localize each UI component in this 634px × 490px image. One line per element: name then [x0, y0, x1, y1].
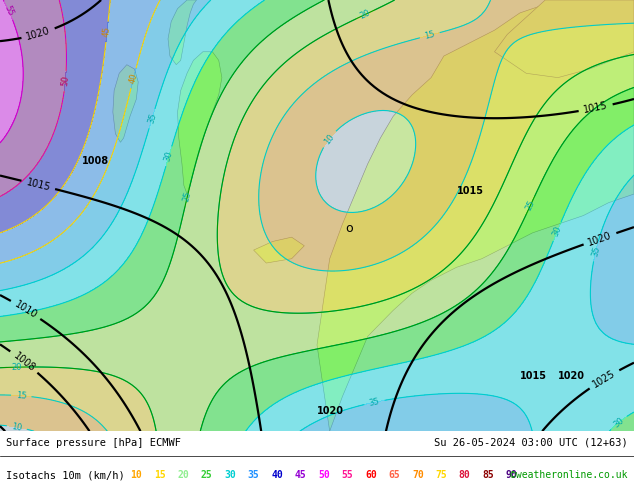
Text: 55: 55 [3, 4, 15, 17]
Text: 30: 30 [612, 416, 626, 429]
Text: 30: 30 [224, 470, 236, 480]
Text: 25: 25 [524, 199, 536, 212]
Text: 35: 35 [368, 397, 380, 408]
Text: 1020: 1020 [317, 406, 344, 416]
Text: 55: 55 [342, 470, 353, 480]
Text: 10: 10 [131, 470, 142, 480]
Text: 20: 20 [178, 470, 189, 480]
Text: 30: 30 [551, 225, 564, 238]
Text: 1020: 1020 [558, 371, 585, 381]
Polygon shape [254, 237, 304, 263]
Text: 65: 65 [389, 470, 400, 480]
Text: 1015: 1015 [520, 371, 547, 381]
Text: 60: 60 [365, 470, 377, 480]
Text: 80: 80 [459, 470, 470, 480]
Text: 1008: 1008 [11, 350, 37, 373]
Text: 45: 45 [102, 26, 112, 38]
Text: 30: 30 [163, 150, 175, 163]
Text: 1020: 1020 [25, 25, 51, 42]
Text: 90: 90 [506, 470, 517, 480]
Text: 35: 35 [248, 470, 259, 480]
Text: 25: 25 [182, 191, 193, 203]
Text: Su 26-05-2024 03:00 UTC (12+63): Su 26-05-2024 03:00 UTC (12+63) [434, 438, 628, 448]
Text: 1008: 1008 [82, 156, 110, 166]
Text: 1020: 1020 [586, 230, 613, 247]
Text: 1025: 1025 [591, 368, 618, 390]
Text: o: o [345, 222, 353, 235]
Text: 1015: 1015 [456, 186, 484, 196]
Text: 75: 75 [436, 470, 447, 480]
Text: 15: 15 [424, 29, 436, 41]
Text: 40: 40 [128, 72, 139, 84]
Text: 35: 35 [146, 112, 158, 125]
Text: 15: 15 [154, 470, 165, 480]
Text: 1015: 1015 [583, 100, 609, 115]
Text: 50: 50 [318, 470, 330, 480]
Text: 45: 45 [295, 470, 306, 480]
Text: 40: 40 [271, 470, 283, 480]
Text: 10: 10 [11, 422, 23, 433]
Text: ©weatheronline.co.uk: ©weatheronline.co.uk [510, 470, 628, 480]
Text: 20: 20 [11, 363, 22, 372]
Polygon shape [317, 0, 634, 431]
Text: 1015: 1015 [25, 177, 51, 193]
Text: 1010: 1010 [13, 299, 39, 320]
Polygon shape [168, 0, 197, 65]
Text: 70: 70 [412, 470, 424, 480]
Text: Surface pressure [hPa] ECMWF: Surface pressure [hPa] ECMWF [6, 438, 181, 448]
Text: 85: 85 [482, 470, 494, 480]
Text: 15: 15 [16, 391, 27, 401]
Text: 50: 50 [60, 75, 70, 87]
Text: 20: 20 [359, 8, 372, 21]
Text: 10: 10 [323, 132, 336, 146]
Polygon shape [178, 52, 222, 194]
Text: Isotachs 10m (km/h): Isotachs 10m (km/h) [6, 470, 125, 480]
Text: 35: 35 [590, 245, 601, 258]
Text: 25: 25 [201, 470, 212, 480]
Polygon shape [495, 0, 634, 77]
Text: 50: 50 [60, 75, 70, 87]
Polygon shape [113, 65, 138, 142]
